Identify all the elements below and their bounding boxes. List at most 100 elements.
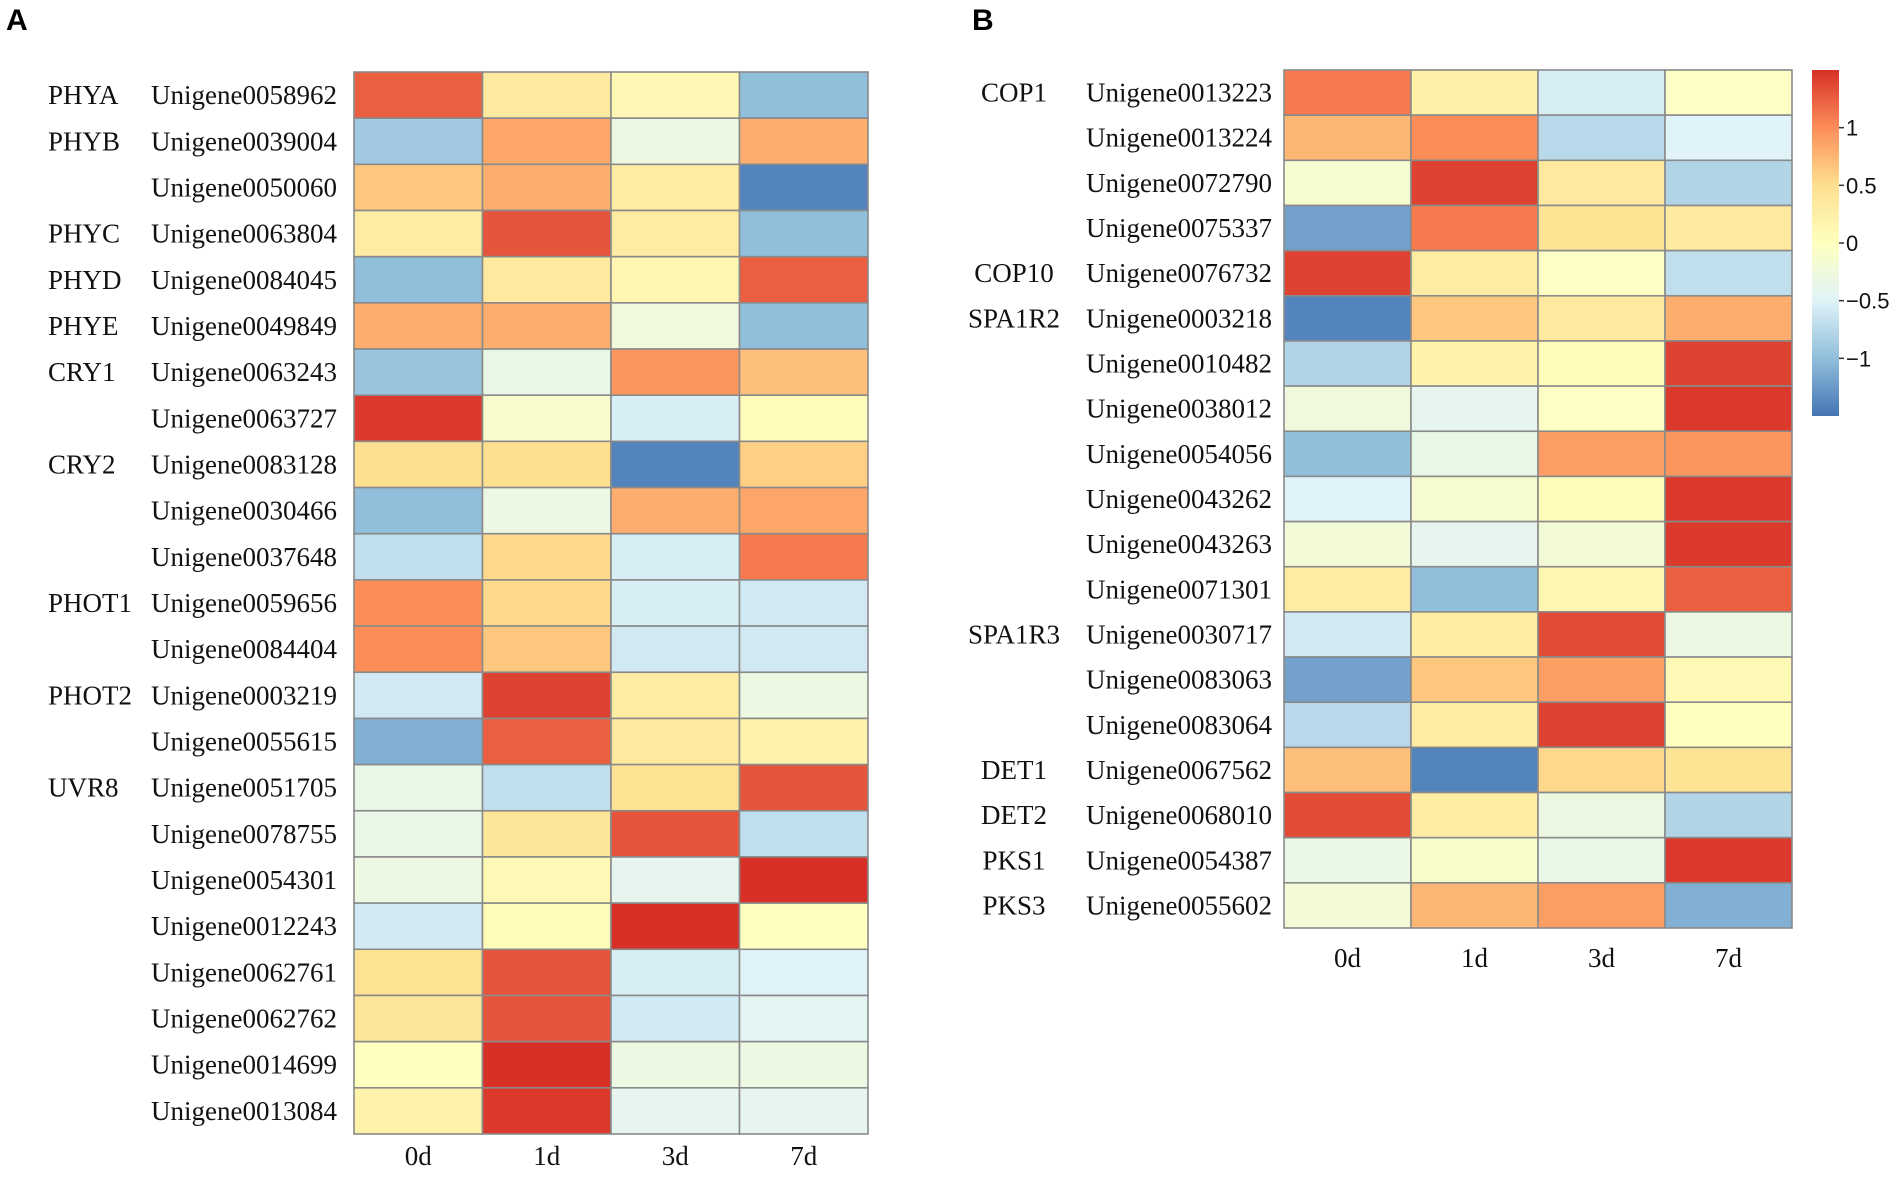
heatmap-cell (1410, 746, 1539, 794)
group-label: CRY1 (48, 357, 116, 387)
gene-label: Unigene0068010 (1086, 800, 1272, 830)
heatmap-cell (1537, 746, 1666, 794)
heatmap-cell (610, 486, 741, 535)
heatmap-cell (1664, 430, 1793, 478)
x-tick-label: 1d (533, 1141, 561, 1171)
group-label: PHOT2 (48, 680, 132, 710)
heatmap-cell (1410, 385, 1539, 433)
heatmap-cell (1410, 836, 1539, 884)
gene-label: Unigene0078755 (151, 819, 337, 849)
colorbar-tick-label: 1 (1846, 116, 1858, 141)
heatmap-cell (353, 117, 484, 166)
heatmap-cell (1410, 340, 1539, 387)
heatmap-cell (738, 209, 869, 258)
gene-label: Unigene0071301 (1086, 574, 1272, 604)
heatmap-cell (738, 532, 869, 581)
heatmap-cell (1283, 565, 1412, 613)
heatmap-cell (1537, 430, 1666, 478)
heatmap-cell (1410, 565, 1539, 613)
gene-label: Unigene0030717 (1086, 619, 1272, 649)
gene-label: Unigene0051705 (151, 773, 337, 803)
heatmap-cell (481, 348, 612, 397)
heatmap-cell (1410, 611, 1539, 658)
gene-label: Unigene0013224 (1086, 123, 1272, 153)
heatmap-cell (481, 809, 612, 858)
gene-label: Unigene0012243 (151, 911, 337, 941)
gene-label: Unigene0084045 (151, 265, 337, 295)
heatmap-cell (1664, 294, 1793, 342)
gene-label: Unigene0076732 (1086, 258, 1272, 288)
gene-label: Unigene0014699 (151, 1050, 337, 1080)
heatmap-cell (610, 532, 741, 581)
heatmap-cell (610, 117, 741, 166)
heatmap-cell (738, 163, 869, 212)
gene-label: Unigene0063243 (151, 357, 337, 387)
heatmap-cell (738, 394, 869, 443)
heatmap-cell (353, 1087, 484, 1135)
heatmap-cell (1537, 565, 1666, 613)
heatmap-a: Unigene0058962 PHYA Unigene0039004 PHYB Unig… (48, 71, 869, 1171)
heatmap-cell (1537, 836, 1666, 884)
heatmap-cell (738, 71, 869, 119)
heatmap-cell (610, 856, 741, 904)
heatmap-cell (353, 717, 484, 766)
heatmap-cell (1410, 701, 1539, 749)
colorbar-gradient (1812, 70, 1839, 416)
heatmap-cell (353, 1040, 484, 1089)
heatmap-cell (738, 302, 869, 350)
heatmap-cell (1664, 701, 1793, 749)
heatmap-cell (610, 394, 741, 443)
heatmap-cell (481, 625, 612, 674)
gene-label: Unigene0049849 (151, 311, 337, 341)
heatmap-cell (353, 394, 484, 443)
heatmap-cell (353, 532, 484, 581)
heatmap-cell (610, 948, 741, 997)
heatmap-cell (1537, 114, 1666, 162)
x-tick-label: 7d (790, 1141, 818, 1171)
heatmap-cell (1664, 69, 1793, 116)
heatmap-cell (1283, 385, 1412, 433)
heatmap-cell (1410, 475, 1539, 523)
heatmap-cell (610, 994, 741, 1043)
group-label: SPA1R3 (968, 619, 1060, 649)
gene-label: Unigene0055615 (151, 727, 337, 757)
heatmap-cell (1537, 294, 1666, 342)
heatmap-cell (353, 763, 484, 812)
colorbar-tick-label: −0.5 (1846, 289, 1889, 314)
gene-label: Unigene0013223 (1086, 78, 1272, 108)
x-tick-label: 0d (1334, 943, 1362, 973)
group-label: DET1 (981, 755, 1047, 785)
gene-label: Unigene0055602 (1086, 890, 1272, 920)
heatmap-cell (481, 394, 612, 443)
gene-label: Unigene0043262 (1086, 484, 1272, 514)
heatmap-cell (738, 117, 869, 166)
heatmap-cell (481, 440, 612, 489)
heatmap-cell (1283, 204, 1412, 252)
heatmap-cell (738, 348, 869, 397)
heatmap-cell (610, 717, 741, 766)
heatmap-cell (481, 671, 612, 720)
heatmap-cell (1664, 159, 1793, 207)
heatmap-cell (1537, 385, 1666, 433)
group-label: DET2 (981, 800, 1047, 830)
group-label: PHOT1 (48, 588, 132, 618)
heatmap-cell (353, 486, 484, 535)
gene-label: Unigene0037648 (151, 542, 337, 572)
gene-label: Unigene0003219 (151, 680, 337, 710)
heatmap-cell (1537, 204, 1666, 252)
gene-label: Unigene0038012 (1086, 394, 1272, 424)
heatmap-cell (1664, 385, 1793, 433)
heatmap-cell (481, 532, 612, 581)
x-tick-label: 3d (662, 1141, 690, 1171)
gene-label: Unigene0050060 (151, 172, 337, 202)
gene-label: Unigene0083064 (1086, 710, 1272, 740)
gene-label: Unigene0058962 (151, 80, 337, 110)
heatmap-cell (738, 1040, 869, 1089)
heatmap-cell (353, 856, 484, 904)
heatmap-cell (1410, 430, 1539, 478)
gene-label: Unigene0010482 (1086, 349, 1272, 379)
heatmap-cell (353, 163, 484, 212)
gene-label: Unigene0084404 (151, 634, 337, 664)
gene-label: Unigene0054387 (1086, 845, 1272, 875)
gene-label: Unigene0003218 (1086, 303, 1272, 333)
